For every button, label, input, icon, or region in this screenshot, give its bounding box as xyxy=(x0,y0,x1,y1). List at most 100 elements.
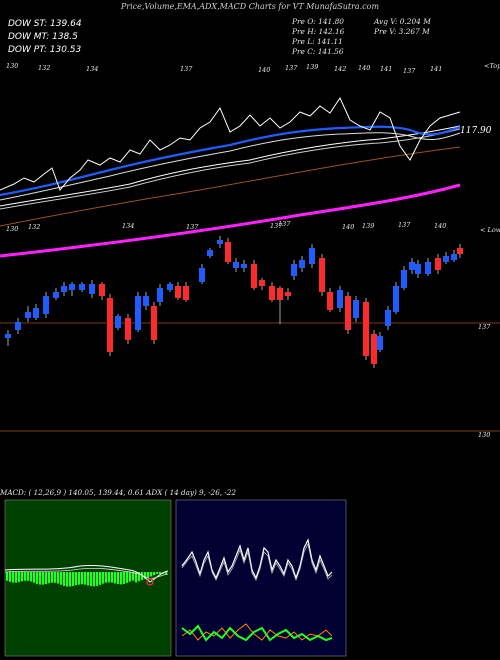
candle-body xyxy=(89,284,95,294)
macd-histogram-bar xyxy=(54,572,57,583)
candle-body xyxy=(353,300,359,318)
macd-histogram-bar xyxy=(117,572,120,585)
top-label: 140 xyxy=(258,66,270,74)
candle-body xyxy=(175,286,181,298)
mid-caption: < Lowes xyxy=(480,226,500,234)
candle-body xyxy=(319,258,325,292)
candle-body xyxy=(99,284,105,296)
candle-body xyxy=(69,284,75,290)
legend-label-mt: DOW MT: 138.5 xyxy=(8,32,78,42)
candle-body xyxy=(43,296,49,314)
ohlc-low: Pre L: 141.11 xyxy=(292,37,343,46)
macd-histogram-bar xyxy=(60,572,63,585)
candle-body xyxy=(115,316,121,328)
mt-ema-line-a xyxy=(0,125,461,207)
price-label-main: 117.90 xyxy=(460,126,492,136)
macd-histogram-bar xyxy=(114,572,117,584)
adx-orange-line xyxy=(181,623,333,641)
candle-body xyxy=(5,334,11,338)
macd-adx-readout: MACD: ( 12,26,9 ) 140.05, 139.44, 0.61 A… xyxy=(0,488,236,497)
candle-body xyxy=(233,262,239,268)
candle-body xyxy=(241,264,247,268)
candle-body xyxy=(143,296,149,306)
top-label: 134 xyxy=(86,65,98,73)
candle-body xyxy=(277,288,283,300)
candle-body xyxy=(363,302,369,356)
candle-body xyxy=(217,240,223,244)
macd-histogram-bar xyxy=(99,572,102,585)
macd-histogram-bar xyxy=(45,572,48,585)
mid-label: 137 xyxy=(278,220,291,228)
macd-histogram-bar xyxy=(66,572,69,587)
candle-body xyxy=(183,286,189,300)
axis-tick-130: 130 xyxy=(478,431,490,439)
candle-body xyxy=(345,296,351,330)
candle-body xyxy=(125,318,131,340)
candle-body xyxy=(377,336,383,350)
adx-di-line-b xyxy=(181,542,333,582)
macd-histogram-bar xyxy=(78,572,81,585)
macd-histogram-bar xyxy=(69,572,72,587)
legend-label-st: DOW ST: 139.64 xyxy=(8,19,82,29)
candle-body xyxy=(385,310,391,326)
candle-body xyxy=(299,260,305,268)
st-ema-line xyxy=(0,125,461,197)
volume-pre: Pre V: 3.267 M xyxy=(374,27,430,36)
macd-histogram-bar xyxy=(27,572,30,581)
top-label: 137 xyxy=(403,67,416,75)
price-close-line xyxy=(0,96,461,191)
macd-histogram-bar xyxy=(93,572,96,587)
macd-histogram-bar xyxy=(51,572,54,583)
candle-body xyxy=(53,292,59,298)
macd-histogram-bar xyxy=(153,572,156,576)
top-label: 137 xyxy=(180,65,193,73)
legend-dow-mt: DOW MT: 138.5 xyxy=(4,31,78,43)
candle-body xyxy=(207,250,213,256)
macd-histogram-bar xyxy=(132,572,135,581)
macd-histogram-bar xyxy=(9,572,12,582)
adx-panel xyxy=(175,499,347,657)
macd-histogram-bar xyxy=(18,572,21,583)
ohlc-high: Pre H: 142.16 xyxy=(292,27,345,36)
macd-histogram-bar xyxy=(57,572,60,584)
candle-body xyxy=(401,270,407,288)
adx-panel-bg xyxy=(175,499,347,657)
macd-signal-line xyxy=(4,567,169,580)
mid-label: 134 xyxy=(122,222,134,230)
macd-histogram-bar xyxy=(144,572,147,579)
candle-body xyxy=(415,264,421,274)
candle-body xyxy=(451,254,457,260)
macd-histogram-bar xyxy=(135,572,138,583)
macd-crossover-marker xyxy=(146,578,154,586)
macd-histogram-bar xyxy=(102,572,105,584)
candle-body xyxy=(409,262,415,270)
candle-body xyxy=(371,334,377,364)
top-label-row: 130 132 134 137 140 137 139 142 140 141 137 141 xyxy=(6,62,442,75)
mid-label: 137 xyxy=(186,223,199,231)
top-label: 140 xyxy=(358,64,370,72)
candle-body xyxy=(79,284,85,290)
macd-histogram-bar xyxy=(150,572,153,577)
legend-dow-pt: DOW PT: 130.53 xyxy=(4,44,81,56)
mid-label: 139 xyxy=(362,222,374,230)
top-label: 132 xyxy=(38,64,50,72)
candle-body xyxy=(157,288,163,302)
candle-body xyxy=(135,296,141,330)
candle-body xyxy=(327,292,333,310)
mid-label: 140 xyxy=(342,223,354,231)
pt-ema-line xyxy=(0,183,461,258)
volume-avg: Avg V: 0.204 M xyxy=(374,17,431,26)
macd-histogram-bar xyxy=(138,572,141,582)
macd-histogram-bar xyxy=(75,572,78,586)
candle-body xyxy=(337,290,343,308)
macd-histogram-bar xyxy=(24,572,27,581)
macd-histogram-bar xyxy=(63,572,66,586)
candle-body xyxy=(251,264,257,288)
legend-dow-st: DOW ST: 139.64 xyxy=(4,18,82,30)
macd-histogram-bar xyxy=(147,572,150,578)
mt-ema-line-b xyxy=(0,128,461,210)
macd-histogram-bar xyxy=(84,572,87,585)
macd-histogram-bar xyxy=(165,572,168,574)
mid-label: 137 xyxy=(270,222,283,230)
